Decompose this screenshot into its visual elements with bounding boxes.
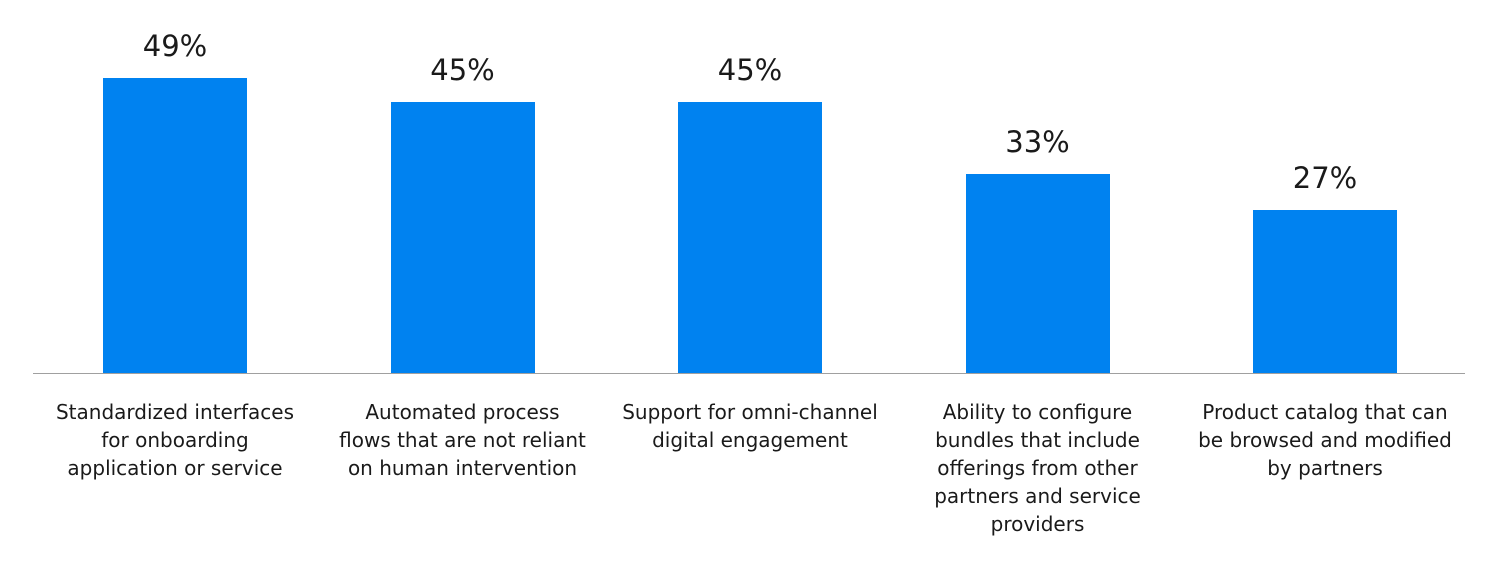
category-label: Automated process flows that are not rel… bbox=[339, 400, 586, 480]
bar bbox=[1253, 210, 1397, 373]
bar bbox=[103, 77, 247, 373]
data-label: 45% bbox=[430, 52, 495, 87]
data-label: 33% bbox=[1005, 125, 1070, 159]
bar bbox=[678, 101, 822, 373]
data-label: 27% bbox=[1292, 161, 1358, 196]
data-label: 49% bbox=[142, 28, 208, 63]
x-axis-line bbox=[33, 373, 1465, 374]
category-label: Standardized interfaces for onboarding a… bbox=[55, 400, 295, 480]
category-label: Product catalog that can be browsed and … bbox=[1198, 400, 1452, 480]
data-label: 45% bbox=[717, 52, 783, 87]
bar bbox=[965, 174, 1110, 373]
bar bbox=[390, 101, 535, 373]
category-label: Ability to configure bundles that includ… bbox=[934, 400, 1141, 536]
category-label: Support for omni-channel digital engagem… bbox=[622, 400, 878, 452]
